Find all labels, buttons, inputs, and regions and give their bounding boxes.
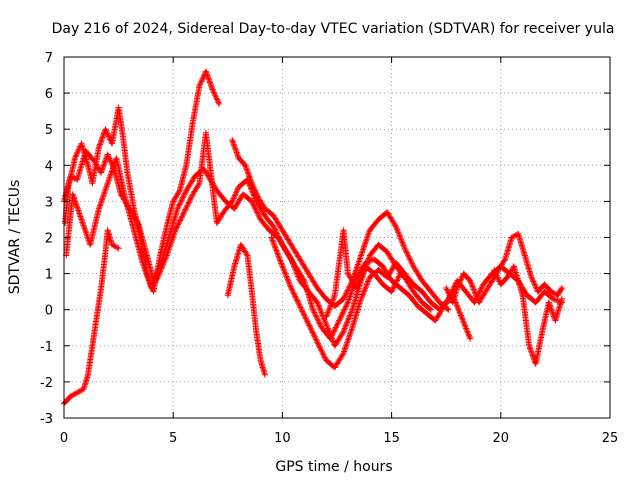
plus-markers (229, 137, 452, 313)
x-tick-label: 5 (169, 431, 177, 446)
x-axis-label: GPS time / hours (275, 459, 392, 475)
plus-markers (61, 227, 122, 407)
plus-markers (443, 230, 565, 306)
plus-markers (63, 129, 434, 349)
x-tick-label: 20 (493, 431, 510, 446)
plus-markers (491, 263, 565, 367)
y-tick-label: -1 (40, 340, 53, 355)
series-track-10 (491, 263, 565, 367)
y-tick-label: 1 (45, 268, 53, 283)
y-tick-label: -3 (40, 412, 53, 427)
chart-title: Day 216 of 2024, Sidereal Day-to-day VTE… (52, 21, 615, 37)
series-track-8 (323, 227, 413, 320)
y-tick-label: 3 (45, 195, 53, 210)
y-tick-label: 0 (45, 304, 53, 319)
series-track-4 (61, 227, 122, 407)
series-track-2 (61, 147, 474, 342)
series-track-6 (224, 241, 268, 378)
y-tick-label: 6 (45, 87, 53, 102)
plus-markers (224, 241, 268, 378)
series-track-3 (63, 129, 434, 349)
x-tick-label: 25 (602, 431, 619, 446)
y-tick-label: 2 (45, 232, 53, 247)
series-track-9 (443, 230, 565, 306)
x-tick-label: 10 (274, 431, 291, 446)
y-tick-label: 7 (45, 51, 53, 66)
axis-ticks: 0 5 10 15 20 25 -3 -2 -1 0 1 2 3 4 5 6 7 (40, 51, 618, 446)
plus-markers (62, 68, 223, 295)
plus-markers (323, 227, 413, 320)
y-tick-label: 4 (45, 159, 53, 174)
y-tick-label: 5 (45, 123, 53, 138)
y-tick-label: -2 (40, 376, 53, 391)
series-track-1 (62, 68, 223, 295)
x-tick-label: 0 (60, 431, 68, 446)
y-axis-label: SDTVAR / TECUs (7, 180, 23, 295)
x-tick-label: 15 (383, 431, 400, 446)
series-track-5 (229, 137, 452, 313)
plus-markers (61, 147, 474, 342)
